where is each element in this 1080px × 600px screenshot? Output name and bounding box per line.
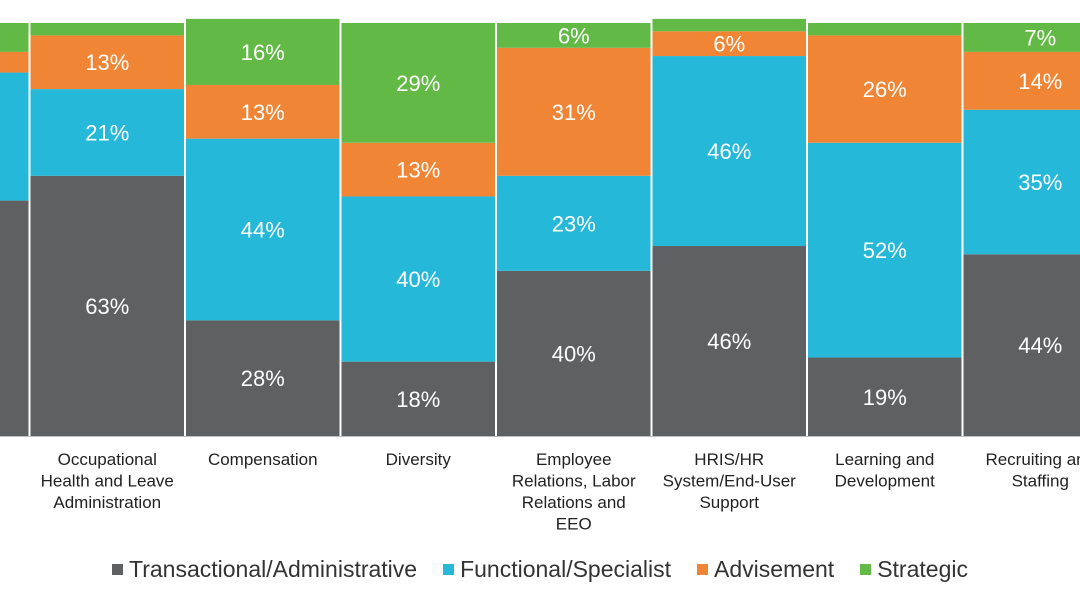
bar-segment <box>30 23 184 36</box>
category-label: Employee Relations, Labor Relations and EEO <box>512 450 636 534</box>
data-label: 7% <box>1024 25 1056 50</box>
data-label: 31% <box>552 100 596 125</box>
bar-segment <box>963 23 1080 52</box>
category-label: Occupational Health and Leave Administrati… <box>41 450 174 512</box>
bar-segment <box>0 23 29 52</box>
legend-label-advisement: Advisement <box>714 555 835 582</box>
bar-segment <box>30 35 184 90</box>
data-label: 46% <box>707 139 751 164</box>
bar-segment <box>0 200 29 436</box>
legend-item-advisement: Advisement <box>697 556 834 583</box>
data-label: 6% <box>713 32 745 57</box>
legend-swatch-strategic <box>860 563 872 575</box>
legend-item-strategic: Strategic <box>860 556 968 583</box>
data-label: 44% <box>241 218 285 243</box>
data-label: 26% <box>863 77 907 102</box>
legend-swatch-transactional <box>112 563 124 575</box>
bar-segment <box>0 72 29 201</box>
data-label: 18% <box>396 387 440 412</box>
legend-label-functional: Functional/Specialist <box>460 555 672 582</box>
bar-segment <box>497 175 651 271</box>
bar-segment <box>341 142 495 197</box>
legend-swatch-functional <box>443 563 455 575</box>
bar-segment <box>30 89 184 176</box>
bar-segment <box>808 23 962 36</box>
legend-item-functional: Functional/Specialist <box>443 556 671 583</box>
data-label: 28% <box>241 366 285 391</box>
bar-segment <box>497 47 651 176</box>
data-label: 13% <box>241 100 285 125</box>
bar-segment <box>963 254 1080 436</box>
legend-label-strategic: Strategic <box>877 555 968 582</box>
bar-segment <box>808 142 962 358</box>
category-label: Compensation <box>208 450 318 469</box>
bar-segment <box>497 23 651 48</box>
data-label: 44% <box>1018 333 1062 358</box>
data-label: 35% <box>1018 170 1062 195</box>
bar-segment <box>186 18 340 85</box>
bar-segment <box>341 23 495 143</box>
category-label: Recruiting andStaffing <box>985 450 1080 491</box>
data-label: 13% <box>396 158 440 183</box>
bar-segment <box>186 84 340 139</box>
bar-segment <box>652 246 806 436</box>
bar-segment <box>808 35 962 143</box>
data-label: 6% <box>558 23 590 48</box>
data-label: 40% <box>552 341 596 366</box>
data-label: 63% <box>85 294 129 319</box>
bar-segment <box>808 357 962 436</box>
bar-segment <box>652 56 806 247</box>
bar-segment <box>186 320 340 436</box>
bar-segment <box>0 51 29 73</box>
bar-segment <box>186 138 340 321</box>
category-label: Diversity <box>386 450 452 469</box>
bar-segment <box>341 196 495 362</box>
data-label: 40% <box>396 267 440 292</box>
category-label: HRIS/HR System/End-User Support <box>663 450 797 512</box>
bar-segment <box>963 109 1080 255</box>
data-label: 19% <box>863 385 907 410</box>
category-label: Learning and Development <box>835 450 935 491</box>
bar-segment <box>652 31 806 57</box>
data-label: 14% <box>1018 69 1062 94</box>
bar-segment <box>30 175 184 436</box>
data-label: 46% <box>707 329 751 354</box>
chart-legend: Transactional/Administrative Functional/… <box>0 552 1080 586</box>
data-label: 23% <box>552 211 596 236</box>
legend-item-transactional: Transactional/Administrative <box>112 556 417 583</box>
data-label: 16% <box>241 40 285 65</box>
bar-segment <box>497 270 651 436</box>
data-label: 52% <box>863 238 907 263</box>
data-label: 29% <box>396 71 440 96</box>
data-label: 21% <box>85 120 129 145</box>
legend-swatch-advisement <box>697 563 709 575</box>
bar-segment <box>652 18 806 32</box>
legend-label-transactional: Transactional/Administrative <box>129 555 418 582</box>
bar-segment <box>963 51 1080 110</box>
bar-segment <box>341 361 495 436</box>
data-label: 13% <box>85 50 129 75</box>
